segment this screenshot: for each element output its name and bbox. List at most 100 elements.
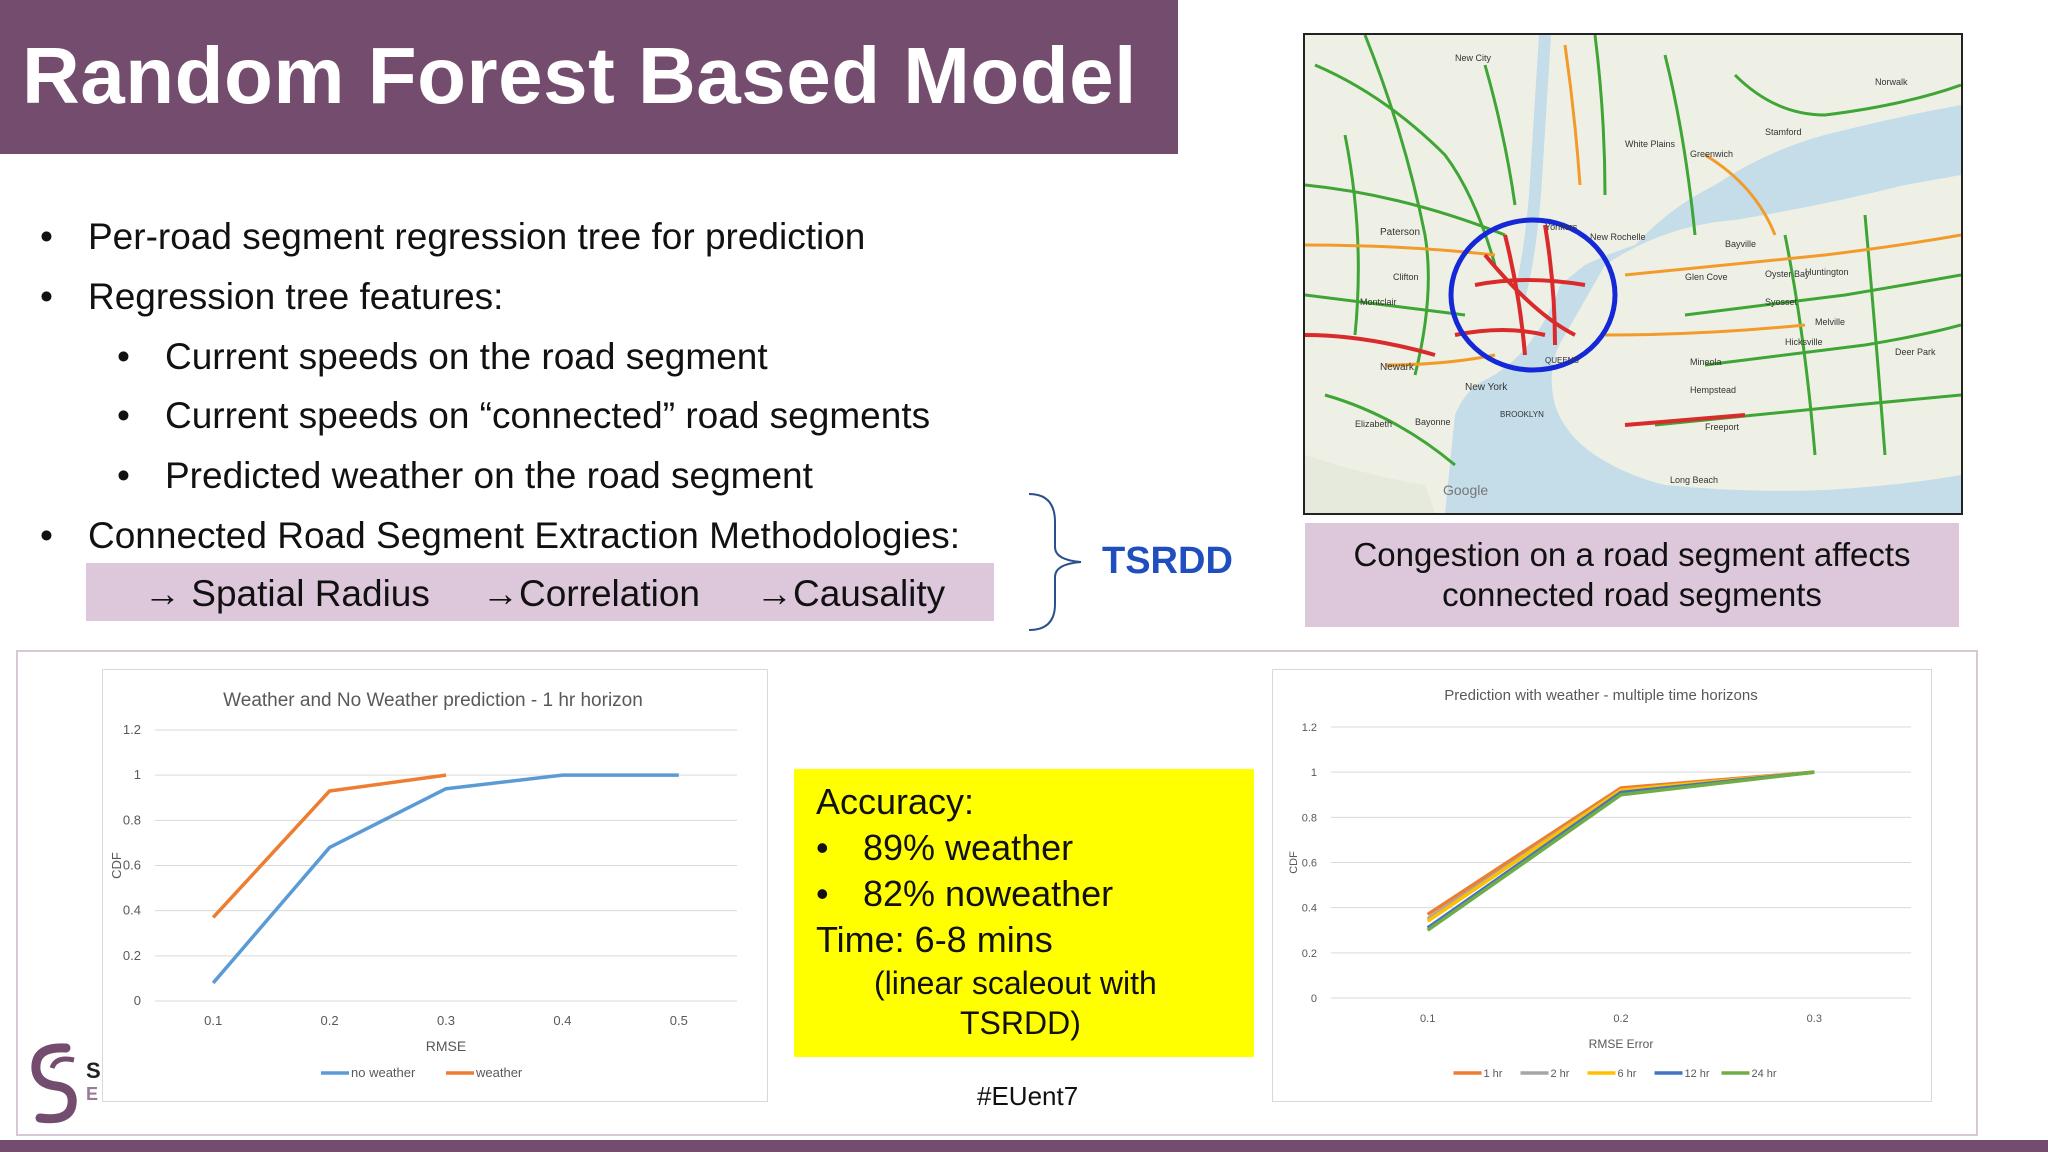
map-place: New City	[1455, 53, 1492, 63]
y-tick-label: 1.2	[1302, 722, 1317, 734]
map-place: Oyster Bay	[1765, 269, 1810, 279]
series-line-no-weather	[211, 773, 679, 985]
map-place: Yonkers	[1545, 222, 1578, 232]
y-tick-label: 1	[1311, 767, 1317, 779]
bullet-text: Current speeds on the road segment	[165, 336, 768, 377]
bullet-item: • Regression tree features:	[40, 276, 504, 318]
y-axis-label: CDF	[1288, 851, 1300, 874]
tsrdd-label: TSRDD	[1102, 540, 1233, 582]
accuracy-bullet-dot: •	[816, 827, 829, 868]
chart-left-frame: Weather and No Weather prediction - 1 hr…	[102, 669, 768, 1102]
map-place: Paterson	[1380, 227, 1420, 238]
chart-right: Prediction with weather - multiple time …	[1288, 687, 1911, 1080]
accuracy-heading: Accuracy:	[816, 781, 975, 822]
bullet-dot: •	[117, 395, 130, 436]
bullet-item: • Connected Road Segment Extraction Metho…	[40, 515, 961, 557]
x-tick-label: 0.2	[321, 1013, 339, 1028]
y-tick-label: 0.8	[123, 812, 141, 827]
map-place: Melville	[1815, 317, 1845, 327]
map-place: Syosset	[1765, 297, 1798, 307]
map-place: Clifton	[1393, 272, 1419, 282]
map-place: New York	[1465, 382, 1508, 393]
chart-left: Weather and No Weather prediction - 1 hr…	[109, 690, 737, 1080]
y-tick-label: 0.8	[1302, 812, 1317, 824]
y-tick-label: 0	[134, 993, 141, 1008]
chart-right-frame: Prediction with weather - multiple time …	[1272, 669, 1932, 1102]
bullet-dot: •	[40, 276, 53, 317]
x-tick-label: 0.4	[553, 1013, 571, 1028]
y-tick-label: 0.2	[123, 948, 141, 963]
y-tick-label: 0.4	[123, 903, 141, 918]
map-place: Norwalk	[1875, 77, 1908, 87]
series-line-weather	[211, 773, 447, 919]
x-tick-label: 0.3	[1807, 1013, 1822, 1025]
traffic-map: New City Stamford Norwalk White Plains G…	[1303, 33, 1963, 515]
map-place: Greenwich	[1690, 149, 1733, 159]
y-tick-label: 0.6	[1302, 858, 1317, 870]
accuracy-noweather: 82% noweather	[863, 873, 1114, 914]
bullet-text: Per-road segment regression tree for pre…	[88, 216, 866, 257]
map-place: Long Beach	[1670, 475, 1718, 485]
bullet-dot: •	[117, 336, 130, 377]
congestion-circle	[1448, 217, 1618, 373]
map-place: Elizabeth	[1355, 419, 1392, 429]
legend-label: weather	[475, 1065, 523, 1080]
bullet-text: Connected Road Segment Extraction Method…	[88, 515, 961, 556]
x-tick-label: 0.1	[204, 1013, 222, 1028]
accuracy-box: Accuracy: • 89% weather • 82% noweather …	[794, 769, 1254, 1057]
y-axis-label: CDF	[109, 852, 124, 879]
bullet-dot: •	[40, 216, 53, 257]
legend-label: 1 hr	[1484, 1068, 1503, 1080]
bullet-dot: •	[40, 515, 53, 556]
map-place: Bayville	[1725, 239, 1756, 249]
x-tick-label: 0.1	[1420, 1013, 1435, 1025]
legend-label: 12 hr	[1685, 1068, 1710, 1080]
chart-title: Weather and No Weather prediction - 1 hr…	[223, 690, 643, 711]
map-place: Deer Park	[1895, 347, 1936, 357]
map-place: White Plains	[1625, 139, 1676, 149]
y-tick-label: 0.6	[123, 858, 141, 873]
map-place: Bayonne	[1415, 417, 1451, 427]
hashtag: #EUent7	[977, 1081, 1079, 1111]
legend-label: 6 hr	[1618, 1068, 1637, 1080]
method-correlation: →Correlation	[482, 573, 700, 614]
map-watermark: Google	[1443, 482, 1488, 498]
map-place: Huntington	[1805, 267, 1849, 277]
map-caption-line1: Congestion on a road segment affects	[1353, 536, 1911, 573]
map-place: Newark	[1380, 362, 1415, 373]
logo-letter: E	[86, 1084, 99, 1104]
y-tick-label: 0.2	[1302, 948, 1317, 960]
method-causality: →Causality	[756, 573, 946, 614]
x-axis-label: RMSE	[426, 1038, 466, 1054]
y-tick-label: 1.2	[123, 722, 141, 737]
curly-brace	[1028, 493, 1082, 631]
map-place: QUEENS	[1545, 356, 1579, 365]
map-place: Stamford	[1765, 127, 1802, 137]
sub-bullet-item: • Current speeds on “connected” road segm…	[117, 395, 931, 437]
method-spatial-radius: → Spatial Radius	[144, 573, 430, 614]
sub-bullet-item: • Predicted weather on the road segment	[117, 455, 813, 497]
map-place: Hempstead	[1690, 385, 1736, 395]
chart-title: Prediction with weather - multiple time …	[1444, 687, 1757, 704]
legend-label: 2 hr	[1551, 1068, 1570, 1080]
bullet-text: Regression tree features:	[88, 276, 504, 317]
methods-box: → Spatial Radius →Correlation →Causality	[86, 563, 994, 621]
map-place: BROOKLYN	[1500, 410, 1544, 419]
bullet-text: Current speeds on “connected” road segme…	[165, 395, 931, 436]
bullet-text: Predicted weather on the road segment	[165, 455, 813, 496]
series-line-24-hr	[1426, 770, 1815, 932]
map-graphic: New City Stamford Norwalk White Plains G…	[1305, 35, 1961, 513]
scaleout-note-2: TSRDD)	[960, 1005, 1081, 1041]
x-axis-label: RMSE Error	[1589, 1037, 1654, 1051]
scaleout-note: (linear scaleout with	[874, 965, 1157, 1001]
accuracy-weather: 89% weather	[863, 827, 1074, 868]
footer-bar	[0, 1140, 2048, 1152]
y-tick-label: 1	[134, 767, 141, 782]
map-place: Freeport	[1705, 422, 1740, 432]
logo-letter: S	[86, 1058, 101, 1083]
logo	[26, 1038, 86, 1131]
x-tick-label: 0.3	[437, 1013, 455, 1028]
map-place: Montclair	[1360, 297, 1397, 307]
title-bar: Random Forest Based Model	[0, 0, 1178, 154]
y-tick-label: 0	[1311, 993, 1317, 1005]
